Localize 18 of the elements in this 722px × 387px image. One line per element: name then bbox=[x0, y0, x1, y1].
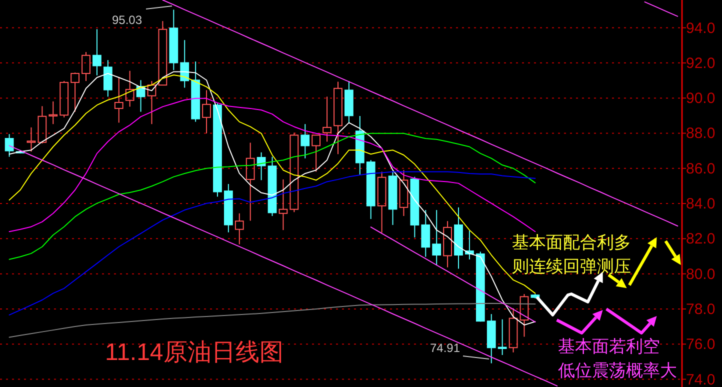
y-tick-label: 86.0 bbox=[686, 160, 716, 178]
y-tick-label: 94.0 bbox=[686, 20, 716, 37]
y-tick-label: 88.0 bbox=[686, 125, 716, 142]
y-tick-label: 78.0 bbox=[686, 300, 716, 318]
annotation: 则连续回弹测压 bbox=[512, 257, 631, 276]
annotation: 基本面配合利多 bbox=[512, 233, 631, 252]
y-tick-label: 90.0 bbox=[686, 90, 716, 108]
annotation: 95.03 bbox=[112, 13, 142, 27]
annotation: 基本面若利空 bbox=[558, 337, 660, 356]
y-tick-label: 74.0 bbox=[686, 371, 716, 387]
y-tick-label: 92.0 bbox=[686, 54, 716, 72]
annotation: 74.91 bbox=[430, 341, 460, 355]
y-tick-label: 76.0 bbox=[686, 336, 716, 354]
annotation: 低位震荡概率大 bbox=[558, 361, 677, 380]
y-tick-label: 80.0 bbox=[686, 266, 716, 283]
y-tick-label: 84.0 bbox=[686, 196, 716, 213]
text: 11.14原油日线图 bbox=[105, 339, 284, 366]
y-tick-label: 82.0 bbox=[686, 230, 716, 248]
